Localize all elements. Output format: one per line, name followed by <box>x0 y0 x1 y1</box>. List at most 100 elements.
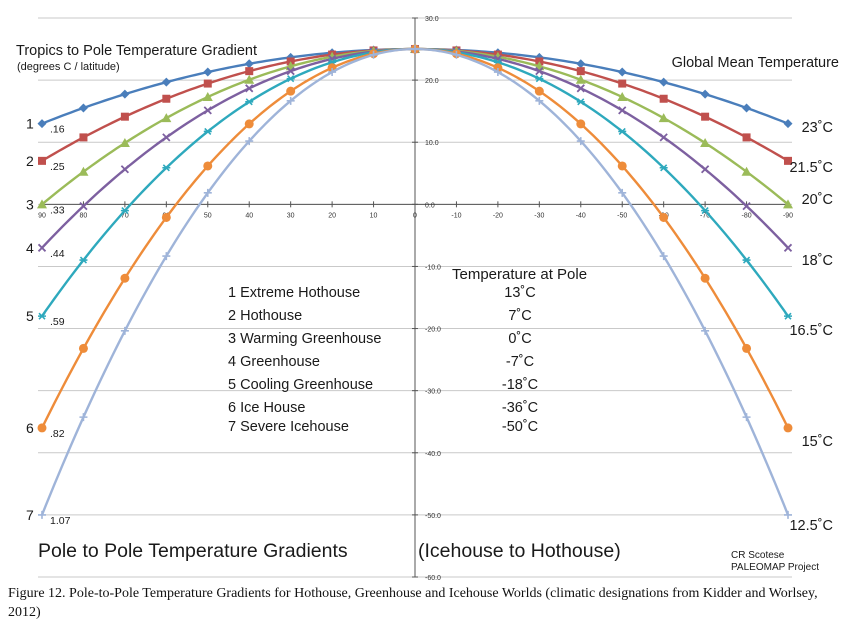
data-point <box>742 201 751 211</box>
global-mean-label: 16.5˚C <box>789 323 833 339</box>
data-point <box>659 94 668 103</box>
data-point <box>38 510 46 519</box>
gradient-label: 1.07 <box>50 515 71 527</box>
y-tick-label: -10.0 <box>425 264 441 271</box>
legend-row: 4 Greenhouse -7˚C <box>228 354 534 370</box>
x-tick-label: 0 <box>413 212 417 219</box>
data-point <box>784 156 792 165</box>
y-tick-label: 10.0 <box>425 140 439 147</box>
data-point <box>79 256 88 264</box>
data-point <box>245 98 254 106</box>
y-tick-label: -20.0 <box>425 327 441 334</box>
data-point <box>203 106 212 115</box>
left-heading: Tropics to Pole Temperature Gradient <box>16 43 257 59</box>
y-tick-label: -60.0 <box>425 575 441 582</box>
data-point <box>120 273 130 283</box>
data-point <box>369 50 378 59</box>
data-point <box>701 326 710 335</box>
legend: 1 Extreme Hothouse 13˚C 2 Hothouse 7˚C 3 War… <box>228 285 538 435</box>
x-tick-label: 50 <box>204 212 212 219</box>
legend-row: 6 Ice House -36˚C <box>228 400 538 416</box>
data-point <box>784 510 792 519</box>
series-number-label: 3 <box>26 196 34 212</box>
x-tick-label: -50 <box>617 212 627 219</box>
legend-row: 3 Warming Greenhouse 0˚C <box>228 331 532 347</box>
data-point <box>37 243 47 252</box>
series-number-label: 7 <box>26 507 34 523</box>
data-point <box>120 89 130 99</box>
legend-entry: 3 Warming Greenhouse <box>228 331 381 347</box>
data-point <box>618 188 627 197</box>
data-point <box>701 207 710 215</box>
data-point <box>783 119 793 129</box>
data-point <box>618 106 627 115</box>
data-point <box>741 166 752 176</box>
gradient-label: .82 <box>50 428 65 440</box>
right-heading: Global Mean Temperature <box>672 55 839 71</box>
data-point <box>120 165 130 174</box>
y-tick-label: 30.0 <box>425 16 439 23</box>
global-mean-label: 15˚C <box>802 434 833 450</box>
data-point <box>742 413 751 422</box>
legend-entry: 6 Ice House <box>228 400 305 416</box>
data-point <box>576 84 585 93</box>
data-point <box>38 312 46 320</box>
data-point <box>617 91 628 101</box>
y-tick-label: -50.0 <box>425 513 441 520</box>
data-point <box>659 77 669 87</box>
x-tick-label: 90 <box>38 212 46 219</box>
axes: 30.0 20.0 10.0 0.0 -10.0 -20.0 -30.0 -40.0 -50.0… <box>38 16 793 582</box>
data-point <box>120 326 129 335</box>
pole-temperature-value: 0˚C <box>508 331 531 347</box>
x-tick-label: -10 <box>451 212 461 219</box>
data-point <box>784 312 792 320</box>
data-point <box>575 74 586 84</box>
series-number-label: 6 <box>26 420 34 436</box>
y-tick-label: 20.0 <box>425 78 439 85</box>
legend-row: 5 Cooling Greenhouse -18˚C <box>228 377 538 393</box>
data-point <box>286 86 296 96</box>
legend-row: 1 Extreme Hothouse 13˚C <box>228 285 536 301</box>
pole-heading: Temperature at Pole <box>452 266 587 283</box>
global-mean-label: 21.5˚C <box>789 160 833 176</box>
data-point <box>203 67 213 77</box>
gradient-label: .44 <box>50 248 65 260</box>
legend-row: 2 Hothouse 7˚C <box>228 308 532 324</box>
data-point <box>162 133 171 142</box>
data-point <box>162 94 171 103</box>
x-tick-label: -40 <box>576 212 586 219</box>
data-point <box>244 74 255 84</box>
data-point <box>493 68 502 77</box>
global-mean-label: 23˚C <box>802 120 833 136</box>
data-point <box>535 96 544 105</box>
data-point <box>617 67 627 77</box>
data-point <box>244 59 254 69</box>
data-point <box>659 212 669 222</box>
data-point <box>244 119 254 129</box>
data-point <box>659 252 668 261</box>
x-tick-label: 30 <box>287 212 295 219</box>
x-tick-label: -90 <box>783 212 793 219</box>
y-tick-label: 0.0 <box>425 202 435 209</box>
credit-name: CR Scotese <box>731 550 785 561</box>
global-mean-label: 12.5˚C <box>789 518 833 534</box>
data-point <box>78 343 88 353</box>
data-point <box>37 423 47 433</box>
data-point <box>700 89 710 99</box>
data-point <box>576 137 585 146</box>
data-point <box>617 161 627 171</box>
chart-title: Pole to Pole Temperature Gradients <box>38 540 348 562</box>
series-number-label: 2 <box>26 153 34 169</box>
data-point <box>700 165 710 174</box>
x-tick-label: 70 <box>121 212 129 219</box>
pole-temperature-value: -36˚C <box>502 400 538 416</box>
data-point <box>783 423 793 433</box>
data-point <box>286 75 295 83</box>
series-5: 5 .59 16.5˚C <box>26 45 833 339</box>
legend-entry: 7 Severe Icehouse <box>228 419 349 435</box>
x-tick-label: -70 <box>700 212 710 219</box>
legend-entry: 4 Greenhouse <box>228 354 320 370</box>
gradient-label: .16 <box>50 124 65 136</box>
series-7: 7 1.07 12.5˚C <box>26 45 833 534</box>
